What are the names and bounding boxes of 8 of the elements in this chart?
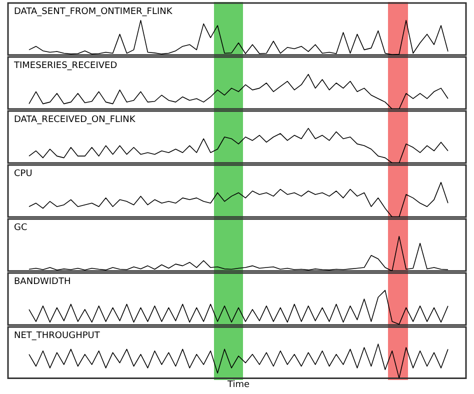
x-axis-title: Time bbox=[226, 380, 250, 390]
chart-title: DATA_SENT_FROM_ONTIMER_FLINK bbox=[14, 6, 174, 17]
chart-title: GC bbox=[14, 222, 28, 233]
chart-title: CPU bbox=[14, 168, 32, 179]
chart-title: NET_THROUGHPUT bbox=[14, 330, 100, 341]
chart-title: BANDWIDTH bbox=[14, 276, 71, 287]
chart-title: TIMESERIES_RECEIVED bbox=[13, 60, 118, 71]
chart-title: DATA_RECEIVED_ON_FLINK bbox=[14, 114, 136, 125]
